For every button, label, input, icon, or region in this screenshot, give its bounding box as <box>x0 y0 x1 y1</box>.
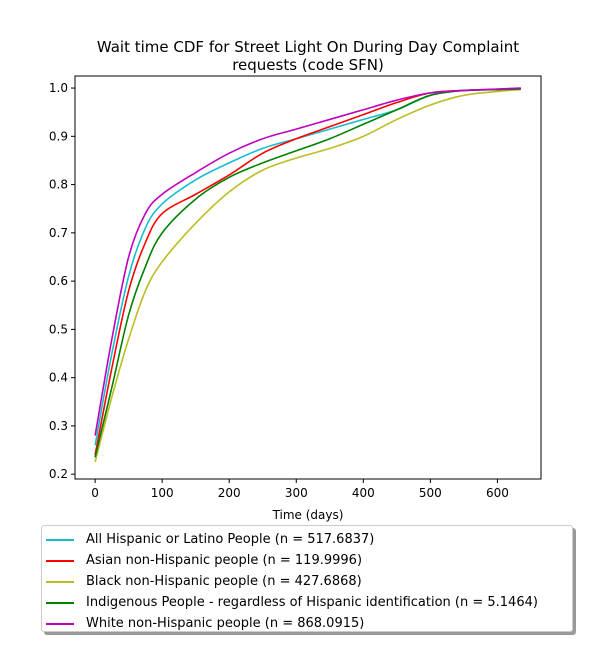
x-tick-label: 300 <box>285 486 308 500</box>
y-tick-label: 0.5 <box>49 322 68 336</box>
legend-swatch <box>46 601 74 604</box>
legend-label: Indigenous People - regardless of Hispan… <box>86 595 538 610</box>
y-tick-label: 1.0 <box>49 81 68 95</box>
series-line-4 <box>94 87 521 436</box>
legend-label: All Hispanic or Latino People (n = 517.6… <box>86 532 375 547</box>
legend: All Hispanic or Latino People (n = 517.6… <box>41 525 573 632</box>
y-tick-label: 0.3 <box>49 419 68 433</box>
y-tick-label: 0.8 <box>49 178 68 192</box>
plot-lines <box>94 87 521 463</box>
chart-title-line-2: requests (code SFN) <box>232 56 384 74</box>
y-axis-ticks: 0.2 0.3 0.4 0.5 0.6 0.7 0.8 0.9 1.0 <box>49 81 75 481</box>
x-tick-label: 400 <box>352 486 375 500</box>
x-tick-label: 600 <box>486 486 509 500</box>
series-line-2 <box>94 88 521 463</box>
series-line-1 <box>94 88 521 456</box>
legend-swatch <box>46 559 74 562</box>
legend-entry: All Hispanic or Latino People (n = 517.6… <box>46 529 572 550</box>
y-tick-label: 0.7 <box>49 226 68 240</box>
y-tick-label: 0.6 <box>49 274 68 288</box>
x-tick-label: 0 <box>91 486 99 500</box>
legend-swatch <box>46 622 74 625</box>
cdf-chart: Wait time CDF for Street Light On During… <box>49 38 542 522</box>
plot-frame <box>74 75 542 480</box>
y-tick-label: 0.4 <box>49 371 68 385</box>
legend-swatch <box>46 538 74 541</box>
legend-entry: Black non-Hispanic people (n = 427.6868) <box>46 571 572 592</box>
chart-title-line-1: Wait time CDF for Street Light On During… <box>97 38 519 56</box>
legend-label: Black non-Hispanic people (n = 427.6868) <box>86 574 362 589</box>
legend-label: White non-Hispanic people (n = 868.0915) <box>86 616 365 631</box>
y-tick-label: 0.9 <box>49 129 68 143</box>
x-tick-label: 200 <box>218 486 241 500</box>
x-tick-label: 100 <box>151 486 174 500</box>
x-tick-label: 500 <box>419 486 442 500</box>
x-axis-ticks: 0 100 200 300 400 500 600 <box>91 479 509 500</box>
legend-swatch <box>46 580 74 583</box>
x-axis-label: Time (days) <box>272 508 344 522</box>
series-line-3 <box>94 88 521 458</box>
legend-entry: Asian non-Hispanic people (n = 119.9996) <box>46 550 572 571</box>
y-tick-label: 0.2 <box>49 467 68 481</box>
legend-entry: Indigenous People - regardless of Hispan… <box>46 592 572 613</box>
legend-label: Asian non-Hispanic people (n = 119.9996) <box>86 553 363 568</box>
legend-entry: White non-Hispanic people (n = 868.0915) <box>46 613 572 634</box>
